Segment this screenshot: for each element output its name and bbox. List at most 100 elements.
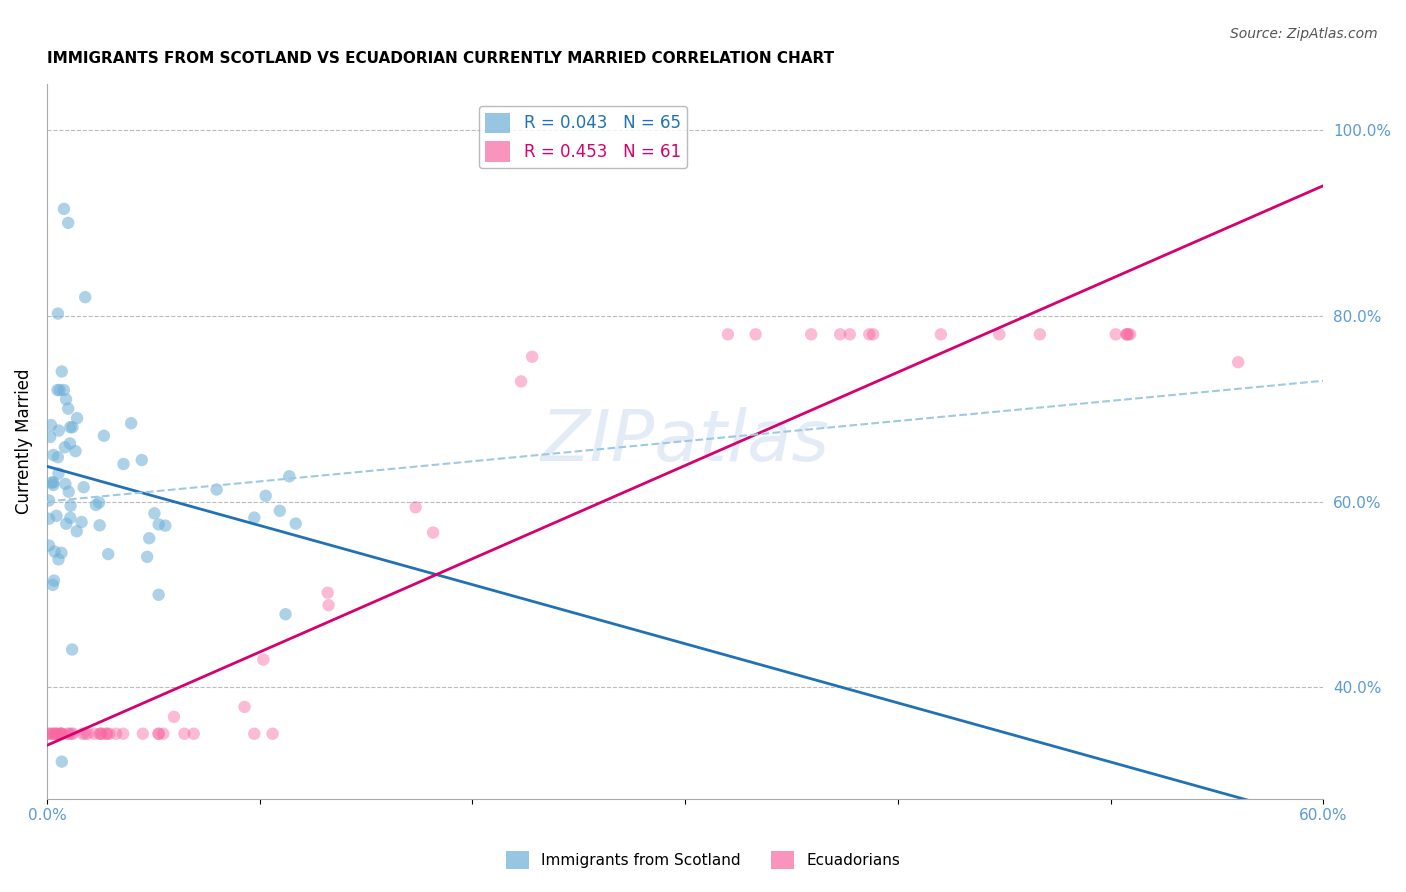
Point (44, 544, 66, 558)
Point (717, 327, 740, 342)
Point (148, 727, 170, 741)
Point (39, 430, 62, 444)
Point (53, 440, 76, 454)
Point (60, 642, 83, 657)
Point (56, 401, 79, 416)
Point (274, 607, 297, 622)
Point (1029, 327, 1052, 342)
Point (112, 727, 135, 741)
Point (60, 727, 83, 741)
Point (56, 216, 79, 230)
Point (744, 327, 766, 342)
Point (83, 727, 105, 741)
Legend: R = 0.043   N = 65, R = 0.453   N = 61: R = 0.043 N = 65, R = 0.453 N = 61 (478, 106, 688, 169)
Point (62, 420, 84, 434)
Point (44, 727, 66, 741)
Point (52, 202, 75, 216)
Point (58, 484, 80, 499)
Point (41, 727, 63, 741)
Point (858, 327, 880, 342)
Point (73, 727, 96, 741)
Point (42, 475, 65, 490)
Point (56, 727, 79, 741)
Point (42, 727, 65, 741)
Point (105, 727, 128, 741)
Point (278, 469, 301, 483)
Point (51, 727, 73, 741)
Point (51, 727, 73, 741)
Legend: Immigrants from Scotland, Ecuadorians: Immigrants from Scotland, Ecuadorians (499, 845, 907, 875)
Point (97, 547, 120, 561)
Point (138, 531, 160, 545)
Point (96, 727, 118, 741)
Point (120, 417, 142, 431)
Point (254, 489, 277, 503)
Point (38, 512, 60, 526)
Point (76, 727, 98, 741)
Point (1227, 355, 1250, 369)
Point (39, 418, 62, 433)
Point (136, 549, 159, 564)
Point (89, 727, 111, 741)
Point (89, 727, 111, 741)
Point (49, 727, 72, 741)
Point (73, 480, 96, 494)
Point (520, 350, 543, 364)
Point (84, 498, 107, 512)
Point (42, 448, 65, 462)
Point (38, 539, 60, 553)
Point (1115, 327, 1137, 342)
Point (1119, 327, 1142, 342)
Point (46, 450, 69, 465)
Point (318, 598, 340, 612)
Point (1115, 327, 1137, 342)
Point (48, 424, 70, 438)
Point (148, 588, 170, 602)
Point (1105, 327, 1128, 342)
Point (66, 411, 89, 425)
Point (66, 524, 89, 539)
Point (233, 699, 256, 714)
Point (42, 574, 65, 588)
Point (205, 483, 228, 497)
Point (163, 710, 186, 724)
Point (38, 727, 60, 741)
Point (87, 495, 110, 509)
Point (510, 375, 533, 389)
Point (800, 327, 823, 342)
Point (70, 515, 93, 529)
Point (405, 500, 427, 515)
Point (41, 475, 63, 490)
Point (929, 327, 952, 342)
Point (58, 727, 80, 741)
Point (183, 727, 205, 741)
Point (59, 510, 82, 524)
Point (152, 727, 174, 741)
Point (59, 499, 82, 513)
Point (48, 467, 70, 481)
Point (262, 727, 284, 741)
Point (131, 453, 153, 467)
Point (51, 364, 73, 378)
Point (46, 383, 69, 397)
Text: ZIPatlas: ZIPatlas (540, 407, 830, 475)
Point (51, 546, 73, 560)
Text: Source: ZipAtlas.com: Source: ZipAtlas.com (1230, 27, 1378, 41)
Point (65, 444, 87, 458)
Point (38, 493, 60, 508)
Point (284, 516, 307, 531)
Point (46, 727, 69, 741)
Point (51, 727, 73, 741)
Point (44, 727, 66, 741)
Point (1116, 327, 1139, 342)
Point (96, 727, 118, 741)
Point (862, 327, 884, 342)
Point (52, 383, 75, 397)
Point (55, 477, 77, 491)
Point (830, 327, 852, 342)
Point (59, 420, 82, 434)
Point (243, 510, 266, 524)
Point (93, 429, 115, 443)
Point (252, 652, 274, 666)
Point (45, 508, 67, 523)
